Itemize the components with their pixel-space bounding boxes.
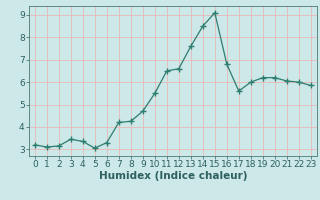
X-axis label: Humidex (Indice chaleur): Humidex (Indice chaleur) bbox=[99, 171, 247, 181]
